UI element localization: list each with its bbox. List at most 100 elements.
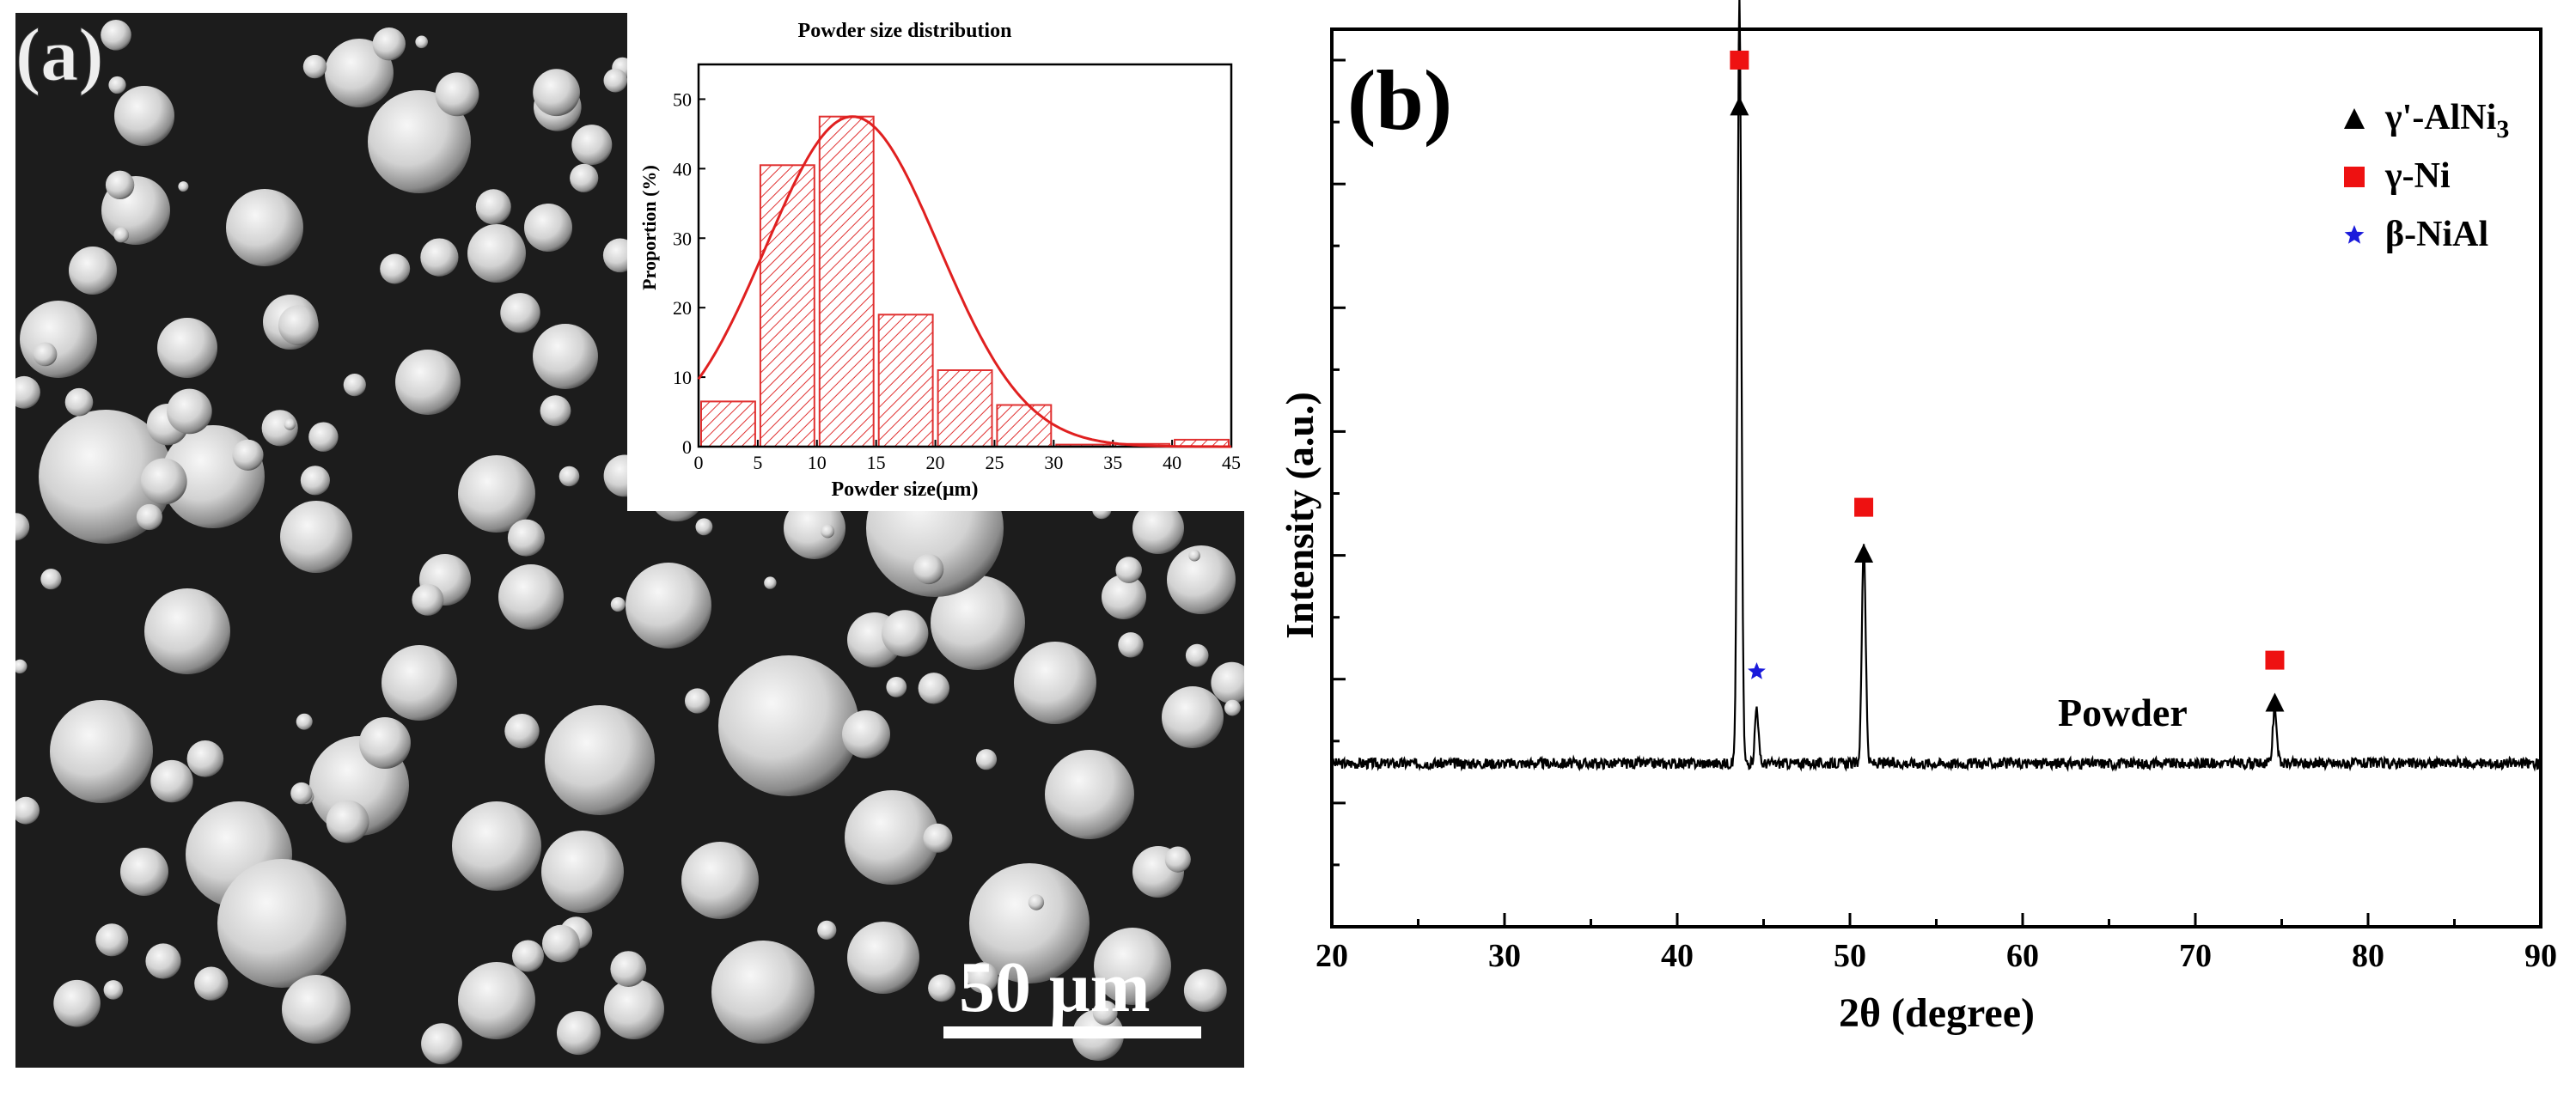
histogram-bar [877,314,934,448]
powder-particle [603,68,628,93]
powder-particle [186,740,224,777]
powder-particle [918,673,950,704]
powder-particle [498,564,564,630]
histogram-y-tick-label: 30 [673,228,692,249]
powder-particle [557,1011,601,1056]
legend-label-subscript: 3 [2496,115,2509,143]
histogram-bar [996,404,1053,448]
powder-particle [784,497,845,559]
powder-particle [114,86,174,146]
powder-particle [144,588,230,674]
xrd-series-line [1331,0,2542,772]
powder-particle [140,458,187,505]
histogram-bar [759,164,815,448]
powder-particle [20,301,97,378]
histogram-x-tick-label: 25 [985,452,1004,473]
powder-particle [685,688,711,714]
powder-particle [226,189,303,266]
legend-symbol-star [2344,225,2365,244]
histogram-x-tick-label: 20 [926,452,945,473]
powder-particle [467,224,526,283]
powder-particle [967,962,998,994]
powder-particle [886,677,907,697]
powder-particle [53,979,101,1027]
powder-particle [533,324,598,389]
powder-particle [372,27,406,61]
powder-particle [1118,632,1144,658]
powder-particle [421,1023,462,1065]
powder-particle [500,293,540,333]
histogram-y-tick-label: 10 [673,367,692,388]
histogram-x-tick-label: 35 [1103,452,1122,473]
histogram-axes: 0 5 10 15 20 25 30 35 40 45 0 10 20 30 40 50 [673,63,1241,473]
powder-particle [1183,969,1227,1013]
powder-particle [150,759,193,803]
powder-particle [15,513,30,541]
histogram-bar [700,400,756,448]
powder-particle [380,253,411,284]
xrd-axis-ticks: 20 30 40 50 60 70 80 90 [1315,58,2557,974]
powder-particle [15,796,40,825]
phase-marker-square [1854,497,1874,517]
legend-symbol-triangle [2344,108,2365,129]
powder-particle [308,422,339,452]
xrd-x-tick-label: 70 [2179,938,2212,974]
xrd-x-tick-label: 80 [2352,938,2384,974]
powder-particle [524,204,572,252]
powder-particle [282,975,351,1044]
powder-particle [542,924,580,963]
histogram-x-tick-label: 30 [1044,452,1063,473]
powder-particle [108,76,126,94]
powder-particle [610,951,647,987]
powder-particle [101,20,131,51]
powder-particle [571,125,613,166]
histogram-x-label: Powder size(μm) [831,478,978,501]
legend-symbol-square [2344,167,2365,187]
xrd-x-tick-label: 40 [1661,938,1694,974]
powder-particle [113,227,130,243]
scale-bar-text: 50 μm [959,947,1151,1027]
powder-particle [475,189,511,225]
powder-particle [395,350,461,415]
phase-marker-square [2265,650,2285,670]
xrd-legend: γ'-AlNi3 γ-Ni β-NiAl [2344,98,2509,254]
powder-particle [559,466,580,487]
powder-particle [1102,575,1146,619]
powder-particle [120,848,168,896]
legend-label: γ-Ni [2384,156,2451,196]
histogram-x-tick-label: 40 [1163,452,1181,473]
powder-particle [412,583,444,616]
powder-particle [1132,502,1184,554]
sample-label-powder: Powder [2058,691,2188,734]
powder-particle [1045,750,1134,839]
powder-particle [504,714,540,749]
powder-particle [300,466,330,496]
powder-particle [1211,661,1244,704]
histogram-x-tick-label: 45 [1222,452,1241,473]
powder-particle [533,69,580,117]
histogram-x-tick-label: 15 [867,452,886,473]
powder-particle [764,576,777,589]
powder-particle [15,659,27,674]
histogram-y-label: Proportion (%) [638,165,660,290]
xrd-x-label: 2θ (degree) [1839,990,2035,1036]
powder-particle [280,501,352,573]
powder-particle [913,553,944,585]
powder-particle [604,979,664,1039]
powder-particle [931,575,1025,670]
xrd-y-label: Intensity (a.u.) [1278,392,1322,639]
gaussian-fit-curve [697,115,1231,448]
powder-particle [452,801,541,891]
powder-particle [296,713,313,730]
histogram-y-tick-label: 0 [682,436,692,458]
powder-particle [1185,643,1209,667]
powder-particle [217,859,346,988]
powder-particle [545,705,655,815]
histogram-bar [818,115,875,448]
histogram-bar [937,369,993,448]
powder-particle [821,524,835,539]
sem-micrograph-panel: (a) 50 μm Powder size distribution Propo… [15,13,1244,1068]
xrd-x-tick-label: 50 [1834,938,1866,974]
powder-particle [817,920,837,940]
powder-particle [718,655,859,796]
